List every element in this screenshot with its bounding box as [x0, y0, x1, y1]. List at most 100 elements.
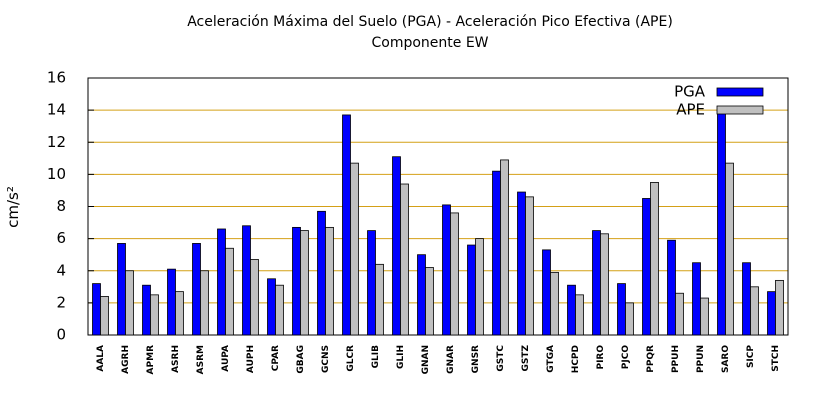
bar	[542, 249, 551, 336]
x-tick-label: SARO	[721, 345, 731, 373]
x-tick-label: GSTZ	[521, 345, 531, 372]
legend-swatch	[716, 105, 764, 115]
x-tick-label: GLCR	[346, 345, 356, 372]
x-tick-label: PJCO	[621, 345, 631, 370]
x-tick-label: CPAR	[271, 345, 281, 371]
bar	[692, 262, 701, 336]
x-tick-label: GLIH	[396, 345, 406, 369]
y-tick-label: 2	[56, 293, 66, 311]
bar	[342, 114, 351, 336]
bar	[217, 228, 226, 336]
bar	[650, 182, 659, 336]
bar	[742, 262, 751, 336]
x-tick-label: AGRH	[121, 345, 131, 374]
bar	[642, 198, 651, 336]
x-tick-label: GNSR	[471, 345, 481, 373]
bar	[267, 278, 276, 336]
y-tick-label: 10	[47, 165, 66, 183]
bar	[142, 284, 151, 336]
x-tick-label: SICP	[746, 345, 756, 368]
legend-label: PGA	[674, 83, 706, 101]
y-tick-label: 6	[56, 229, 66, 247]
bar	[167, 268, 176, 336]
bar	[367, 230, 376, 336]
bar	[417, 254, 426, 336]
bar	[392, 156, 401, 336]
bar	[567, 284, 576, 336]
x-tick-label: HCPD	[571, 345, 581, 373]
bar	[175, 291, 184, 336]
bar	[667, 239, 676, 336]
y-tick-label: 14	[47, 101, 66, 119]
x-tick-label: AUPH	[246, 345, 256, 373]
bar	[750, 286, 759, 336]
bar	[475, 238, 484, 336]
y-tick-label: 0	[56, 326, 66, 344]
chart-subtitle: Componente EW	[371, 35, 488, 51]
x-tick-label: PPUH	[671, 345, 681, 373]
x-tick-label: PPQR	[646, 345, 656, 373]
bar	[400, 183, 409, 336]
y-tick-label: 4	[56, 261, 66, 279]
x-tick-label: AUPA	[221, 345, 231, 372]
bar	[125, 270, 134, 336]
x-tick-label: STCH	[771, 345, 781, 372]
bar	[625, 302, 634, 336]
legend-swatch	[716, 87, 764, 97]
y-tick-label: 16	[47, 69, 66, 87]
bar	[442, 204, 451, 336]
x-tick-label: AALA	[96, 345, 106, 372]
bar	[767, 291, 776, 336]
bar	[575, 294, 584, 336]
bar	[717, 106, 726, 336]
bar	[375, 263, 384, 336]
bar	[467, 244, 476, 336]
x-tick-label: GBAG	[296, 345, 306, 374]
bar	[725, 162, 734, 336]
bar	[675, 292, 684, 336]
bar	[242, 225, 251, 336]
bar	[550, 271, 559, 336]
x-tick-label: GTGA	[546, 345, 556, 373]
x-tick-label: GCNS	[321, 345, 331, 373]
bar	[517, 191, 526, 336]
x-tick-label: ASRH	[171, 345, 181, 373]
x-tick-label: APMR	[146, 345, 156, 375]
bar	[617, 283, 626, 336]
x-tick-label: ASRM	[196, 345, 206, 374]
bar	[592, 230, 601, 336]
bar	[100, 296, 109, 336]
y-tick-label: 12	[47, 133, 66, 151]
bar	[192, 243, 201, 336]
plot-frame	[87, 77, 789, 336]
x-tick-label: PPUN	[696, 345, 706, 373]
bar	[200, 270, 209, 336]
bar	[600, 233, 609, 336]
bar	[775, 279, 784, 336]
chart-title: Aceleración Máxima del Suelo (PGA) - Ace…	[187, 14, 673, 30]
bar	[350, 162, 359, 336]
x-tick-label: GNAN	[421, 345, 431, 374]
bar	[117, 243, 126, 336]
x-tick-label: PIRO	[596, 345, 606, 370]
bar	[325, 226, 334, 336]
x-tick-label: GNAR	[446, 345, 456, 374]
x-tick-label: GLIB	[371, 345, 381, 368]
bar	[317, 210, 326, 336]
bar	[250, 259, 259, 336]
legend-label: APE	[676, 101, 705, 119]
bar	[500, 159, 509, 336]
x-tick-label: GSTC	[496, 345, 506, 372]
bar	[292, 226, 301, 336]
bar	[425, 267, 434, 336]
y-tick-label: 8	[56, 197, 66, 215]
y-axis-label: cm/s²	[4, 186, 22, 228]
bar	[92, 283, 101, 336]
bar	[525, 196, 534, 336]
bar	[275, 284, 284, 336]
bar	[150, 294, 159, 336]
bar	[492, 170, 501, 336]
bar	[225, 247, 234, 336]
bar	[450, 212, 459, 336]
